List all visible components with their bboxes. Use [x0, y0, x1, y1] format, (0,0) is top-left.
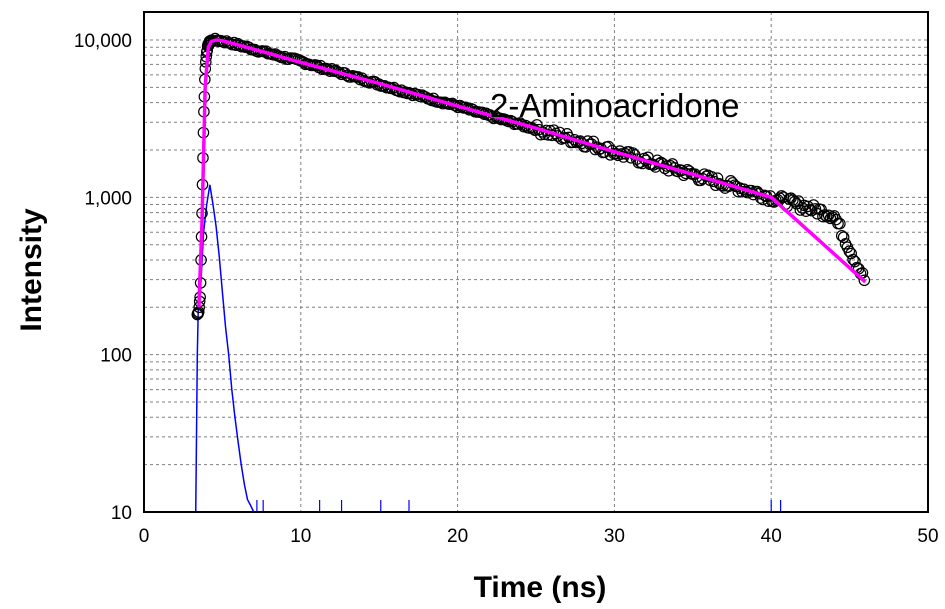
- data-point: [858, 274, 871, 287]
- data-point: [787, 194, 799, 206]
- y-axis-title: Intensity: [15, 208, 48, 332]
- x-axis-title: Time (ns): [474, 571, 607, 604]
- data-point: [809, 203, 822, 215]
- fit-series: [197, 38, 867, 308]
- data-point: [834, 217, 846, 230]
- x-tick-label: 20: [447, 526, 468, 547]
- plot-frame: [143, 11, 929, 513]
- y-tick-label: 10: [111, 503, 132, 524]
- fit-line: [197, 38, 867, 308]
- x-tick-label: 40: [761, 526, 782, 547]
- plot-area: [144, 12, 928, 512]
- data-point: [819, 209, 831, 221]
- data-point: [837, 231, 850, 244]
- data-point: [849, 255, 861, 268]
- grid: [144, 12, 928, 512]
- data-point: [817, 210, 829, 223]
- annotation: 2-Aminoacridone: [490, 87, 739, 124]
- ticks: 0 10 20 30 40 50 10 100 1,000 10,000: [74, 31, 939, 547]
- y-tick-label: 10,000: [74, 31, 132, 52]
- x-tick-label: 0: [139, 526, 150, 547]
- data-point: [802, 200, 814, 213]
- y-tick-label: 1,000: [84, 188, 132, 209]
- x-tick-label: 10: [290, 526, 311, 547]
- x-tick-label: 30: [604, 526, 625, 547]
- x-tick-label: 50: [917, 526, 938, 547]
- y-tick-label: 100: [100, 346, 132, 367]
- data-point: [209, 32, 221, 45]
